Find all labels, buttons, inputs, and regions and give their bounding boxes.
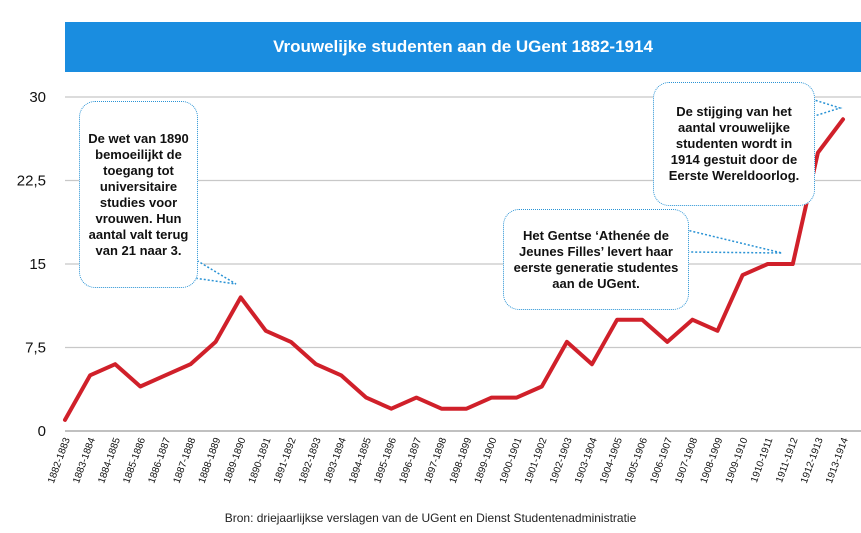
source-note: Bron: driejaarlijkse verslagen van de UG… <box>224 511 637 525</box>
y-tick-label: 30 <box>29 89 46 106</box>
x-tick-label: 1900-1901 <box>498 436 525 485</box>
x-tick-label: 1905-1906 <box>623 436 650 485</box>
x-tick-label: 1909-1910 <box>724 436 751 485</box>
x-tick-label: 1899-1900 <box>473 436 500 485</box>
callout-pointer <box>669 225 783 254</box>
x-tick-label: 1884-1885 <box>96 436 123 485</box>
x-tick-label: 1904-1905 <box>598 436 625 485</box>
y-tick-label: 0 <box>38 423 46 440</box>
x-tick-label: 1912-1913 <box>799 436 826 485</box>
x-tick-label: 1896-1897 <box>397 436 424 485</box>
x-tick-label: 1906-1907 <box>648 436 675 485</box>
annotation-callout-1: De wet van 1890 bemoeilijkt de toegang t… <box>79 101 198 288</box>
x-tick-label: 1883-1884 <box>71 436 98 485</box>
x-tick-label: 1908-1909 <box>699 436 726 485</box>
x-tick-label: 1903-1904 <box>573 436 600 485</box>
x-tick-label: 1910-1911 <box>749 436 776 484</box>
x-tick-label: 1894-1895 <box>347 436 374 485</box>
y-tick-label: 22,5 <box>17 173 46 190</box>
x-tick-label: 1913-1914 <box>824 436 851 485</box>
x-tick-label: 1887-1888 <box>172 436 199 485</box>
x-tick-label: 1885-1886 <box>121 436 148 485</box>
x-tick-label: 1891-1892 <box>272 436 299 485</box>
x-tick-label: 1898-1899 <box>448 436 475 485</box>
x-tick-label: 1892-1893 <box>297 436 324 485</box>
y-axis-ticks: 0 7,5 15 22,5 30 <box>17 89 46 440</box>
x-tick-label: 1895-1896 <box>372 436 399 485</box>
callout-pointer <box>807 97 843 119</box>
y-tick-label: 15 <box>29 256 46 273</box>
x-tick-label: 1897-1898 <box>423 436 450 485</box>
x-tick-label: 1911-1912 <box>774 436 801 484</box>
x-tick-label: 1886-1887 <box>147 436 174 485</box>
annotation-callout-3: De stijging van het aantal vrouwelijke s… <box>653 82 815 206</box>
chart-title: Vrouwelijke studenten aan de UGent 1882-… <box>65 22 861 72</box>
x-tick-label: 1882-1883 <box>46 436 73 485</box>
x-tick-label: 1893-1894 <box>322 436 349 485</box>
annotation-callout-2: Het Gentse ‘Athenée de Jeunes Filles’ le… <box>503 209 689 310</box>
x-tick-label: 1890-1891 <box>247 436 274 485</box>
x-tick-label: 1888-1889 <box>197 436 224 485</box>
x-tick-label: 1902-1903 <box>548 436 575 485</box>
x-tick-label: 1889-1890 <box>222 436 249 485</box>
series-line <box>63 117 845 422</box>
x-tick-label: 1907-1908 <box>674 436 701 485</box>
y-tick-label: 7,5 <box>25 340 46 357</box>
x-axis-ticks: 1882-18831883-18841884-18851885-18861886… <box>46 436 851 485</box>
x-tick-label: 1901-1902 <box>523 436 550 485</box>
